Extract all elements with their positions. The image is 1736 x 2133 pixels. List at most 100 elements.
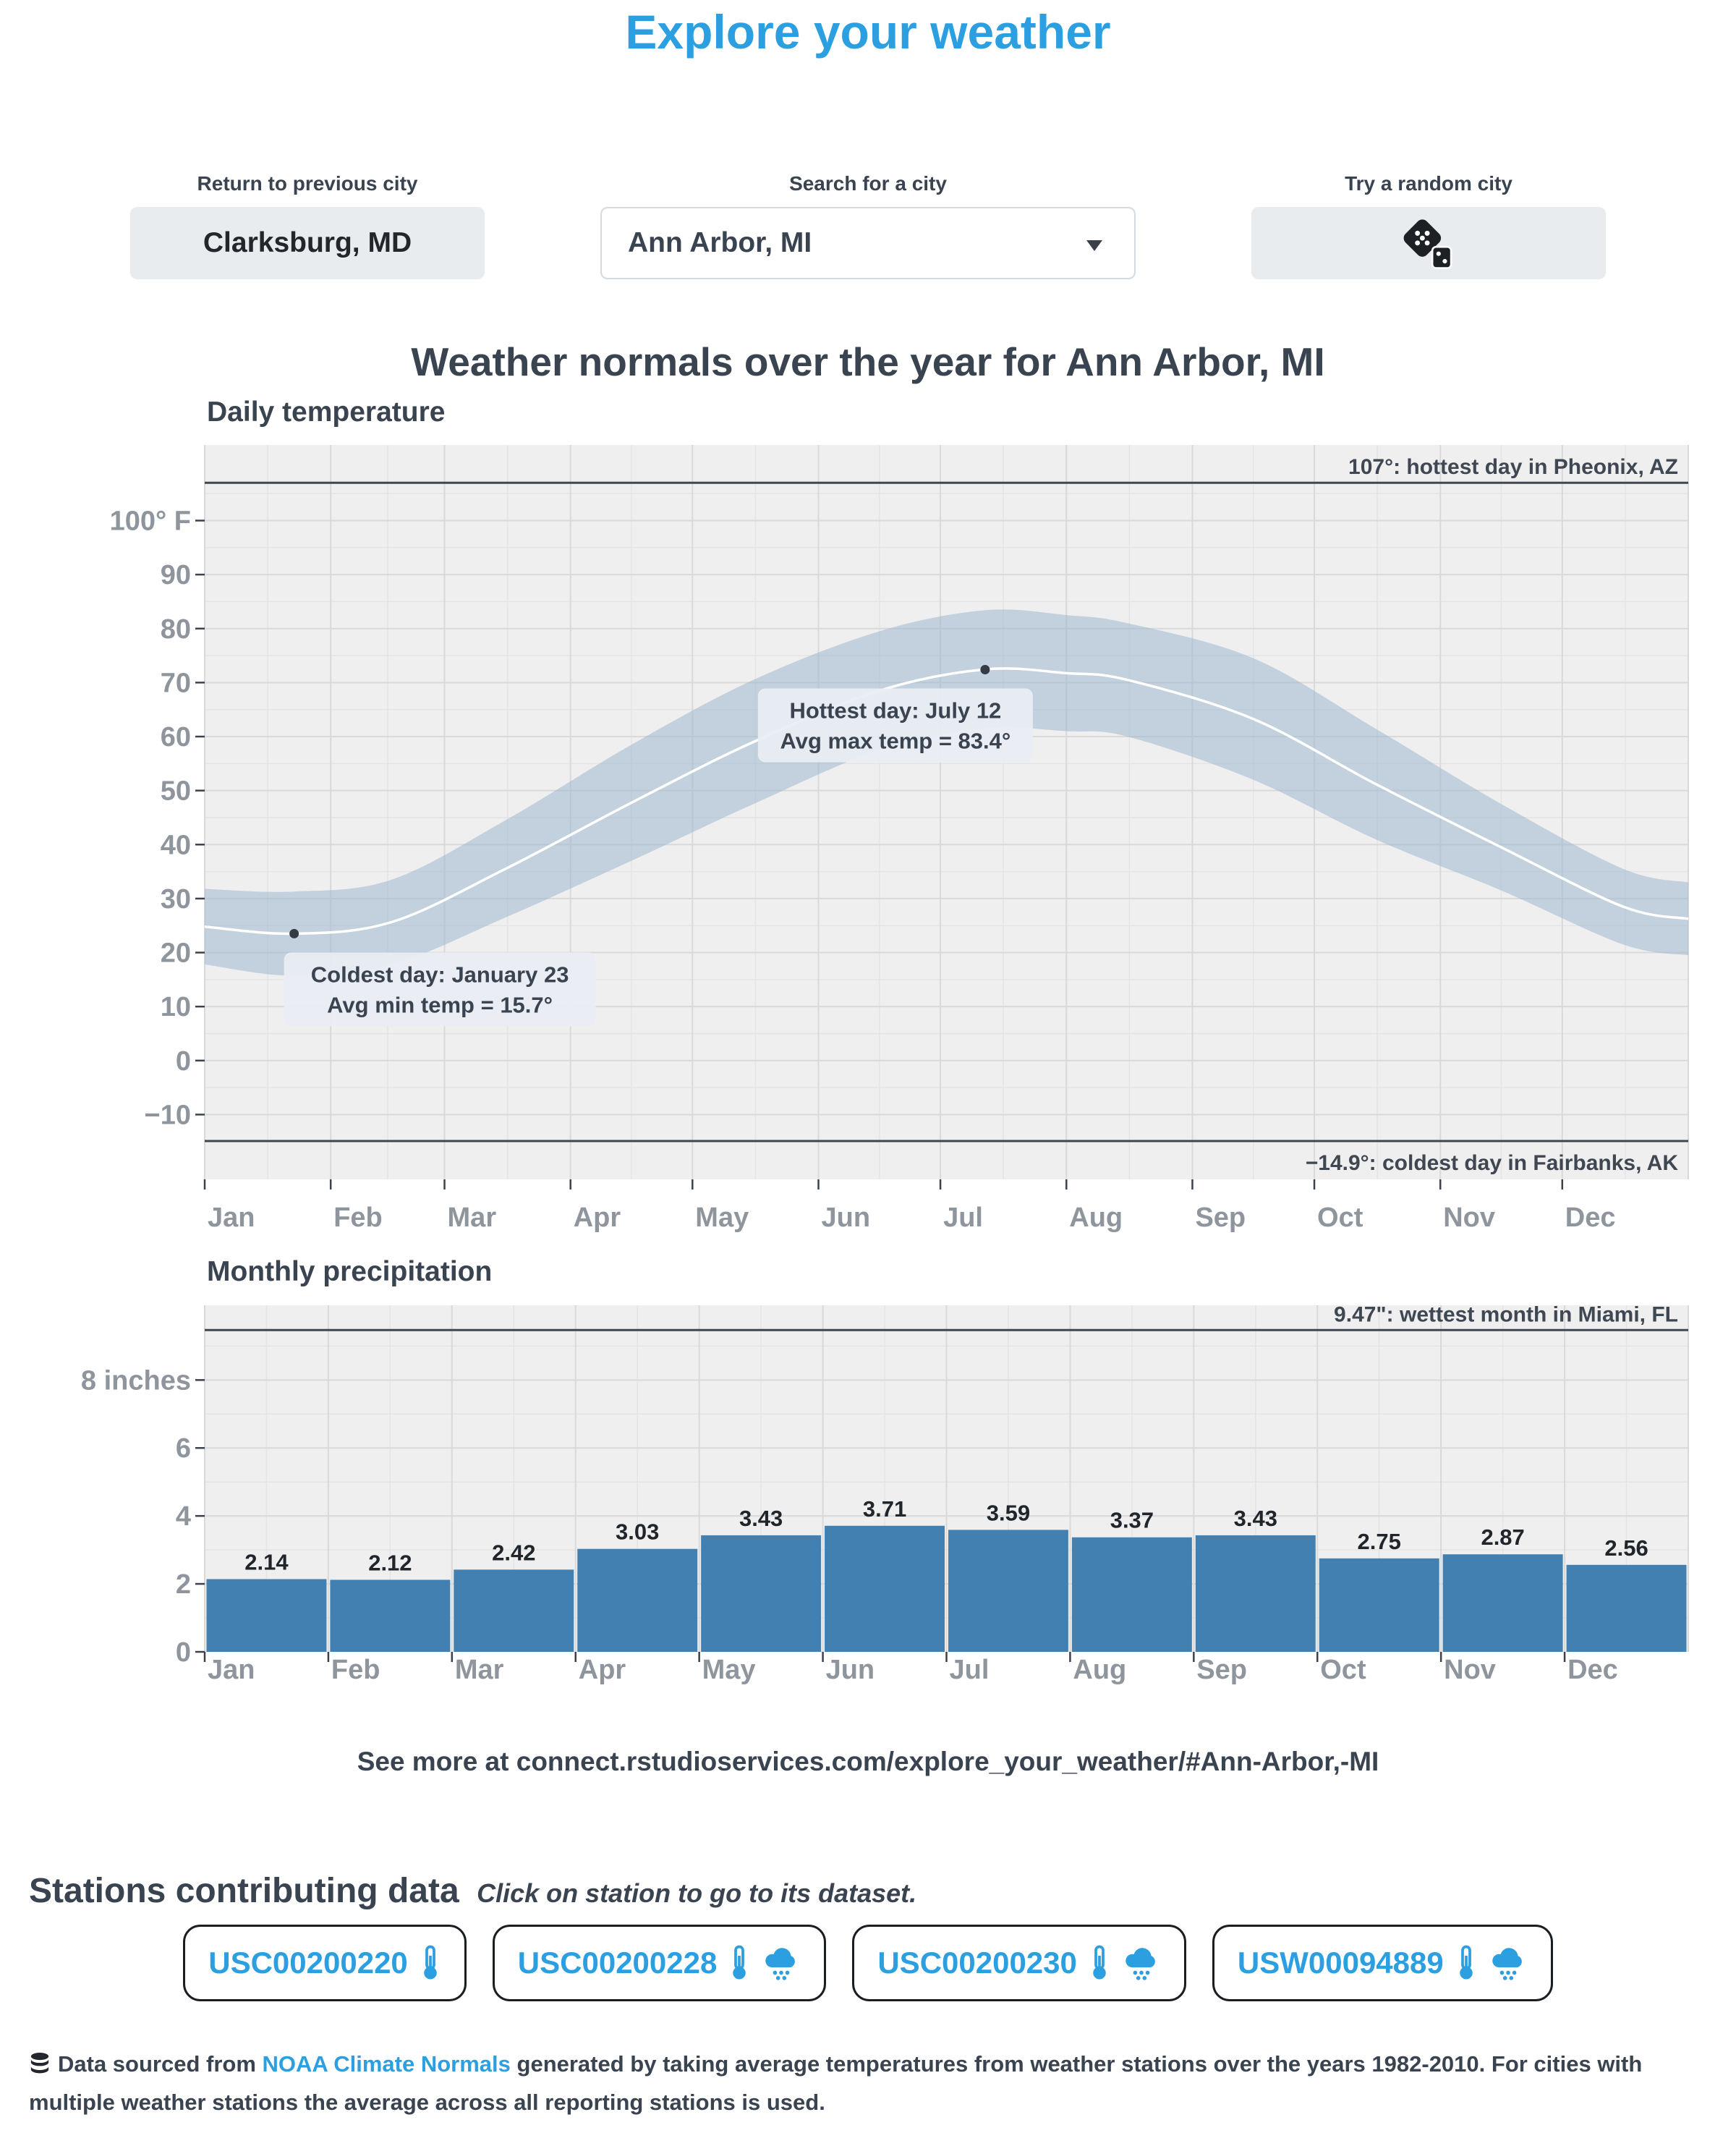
random-city-label: Try a random city bbox=[1345, 172, 1512, 195]
precipitation-chart: 9.47": wettest month in Miami, FL 2.14 2.1… bbox=[81, 1302, 1689, 1685]
annotation-label: Avg min temp = 15.7° bbox=[327, 992, 553, 1017]
y-axis-tick-label: 4 bbox=[176, 1501, 191, 1532]
x-axis-tick-label: Jan bbox=[208, 1203, 255, 1233]
see-more-text: See more at connect.rstudioservices.com/… bbox=[357, 1747, 1379, 1776]
previous-city-control: Return to previous city Clarksburg, MD bbox=[130, 172, 485, 279]
precipitation-bar bbox=[1071, 1537, 1192, 1652]
y-axis-tick-label: 20 bbox=[161, 938, 191, 969]
x-axis-tick-label: Aug bbox=[1073, 1655, 1126, 1685]
y-axis-tick-label: 50 bbox=[161, 776, 191, 807]
station-button-USW00094889[interactable]: USW00094889 bbox=[1212, 1925, 1553, 2001]
precipitation-bar bbox=[825, 1525, 945, 1652]
precipitation-bar bbox=[206, 1579, 327, 1652]
bar-value-label: 3.43 bbox=[739, 1506, 783, 1531]
x-axis-tick-label: Jul bbox=[950, 1655, 990, 1685]
reference-line-label: 9.47": wettest month in Miami, FL bbox=[1334, 1302, 1678, 1326]
thermometer-icon bbox=[1460, 1945, 1473, 1980]
bar-value-label: 2.14 bbox=[244, 1550, 289, 1575]
stations-heading-row: Stations contributing data Click on stat… bbox=[29, 1871, 916, 1911]
footer-text: Data sourced from NOAA Climate Normals g… bbox=[29, 2045, 1707, 2122]
y-axis-tick-label: 40 bbox=[161, 830, 191, 860]
stations-row: USC00200220 USC00200228 USC00200230 USW0… bbox=[0, 1925, 1736, 2001]
x-axis-tick-label: Nov bbox=[1444, 1655, 1496, 1685]
thermometer-icon bbox=[733, 1945, 746, 1980]
x-axis-tick-label: Nov bbox=[1443, 1203, 1495, 1233]
dice-icon bbox=[1403, 219, 1452, 269]
y-axis-tick-label: 60 bbox=[161, 722, 191, 752]
bar-value-label: 2.12 bbox=[368, 1550, 412, 1575]
y-axis-tick-label: 0 bbox=[176, 1046, 191, 1077]
random-city-button[interactable] bbox=[1251, 207, 1606, 279]
station-button-USC00200230[interactable]: USC00200230 bbox=[852, 1925, 1186, 2001]
x-axis-tick-label: Dec bbox=[1565, 1203, 1616, 1233]
previous-city-button[interactable]: Clarksburg, MD bbox=[130, 207, 485, 279]
bar-value-label: 3.71 bbox=[863, 1496, 906, 1522]
station-button-USC00200220[interactable]: USC00200220 bbox=[183, 1925, 467, 2001]
y-axis-tick-label: 80 bbox=[161, 614, 191, 645]
database-icon bbox=[30, 2052, 49, 2074]
noaa-link[interactable]: NOAA Climate Normals bbox=[262, 2051, 511, 2077]
marker-point bbox=[980, 664, 990, 674]
footer-prefix: Data sourced from bbox=[58, 2051, 263, 2077]
stations-subheading: Click on station to go to its dataset. bbox=[477, 1878, 917, 1908]
annotation-label: Coldest day: January 23 bbox=[311, 962, 569, 987]
previous-city-label: Return to previous city bbox=[197, 172, 418, 195]
station-button-USC00200228[interactable]: USC00200228 bbox=[492, 1925, 827, 2001]
temperature-band bbox=[205, 609, 1688, 976]
bar-value-label: 2.87 bbox=[1481, 1525, 1524, 1550]
station-id: USC00200230 bbox=[877, 1946, 1077, 1980]
rain-cloud-icon bbox=[1492, 1948, 1522, 1980]
precipitation-bar bbox=[1566, 1564, 1687, 1652]
footer-suffix: generated by taking average temperatures… bbox=[29, 2051, 1643, 2116]
precipitation-bar bbox=[1442, 1554, 1563, 1652]
city-select[interactable]: Ann Arbor, MI bbox=[600, 207, 1136, 279]
random-city-control: Try a random city bbox=[1251, 172, 1606, 279]
x-axis-tick-label: Oct bbox=[1320, 1655, 1366, 1685]
city-select-value: Ann Arbor, MI bbox=[628, 227, 812, 258]
bar-value-label: 2.42 bbox=[492, 1540, 535, 1565]
x-axis-tick-label: Aug bbox=[1069, 1203, 1123, 1233]
precipitation-bar bbox=[1195, 1535, 1316, 1652]
y-axis-tick-label: 10 bbox=[161, 992, 191, 1022]
y-axis-tick-label: 90 bbox=[161, 560, 191, 590]
x-axis-tick-label: Mar bbox=[455, 1655, 504, 1685]
bar-value-label: 3.59 bbox=[987, 1500, 1030, 1525]
bar-value-label: 3.43 bbox=[1234, 1506, 1277, 1531]
annotation-box bbox=[757, 688, 1033, 763]
annotation-box bbox=[284, 952, 596, 1027]
station-id: USC00200228 bbox=[517, 1946, 718, 1980]
precipitation-bar bbox=[1319, 1558, 1439, 1652]
x-axis-tick-label: Oct bbox=[1317, 1203, 1363, 1233]
bar-value-label: 2.56 bbox=[1604, 1535, 1648, 1561]
y-axis-tick-label: 100° F bbox=[110, 506, 191, 536]
rain-cloud-icon bbox=[765, 1948, 796, 1980]
bar-value-label: 3.03 bbox=[616, 1519, 659, 1545]
search-city-control: Search for a city Ann Arbor, MI bbox=[600, 172, 1136, 279]
chevron-down-icon bbox=[1086, 240, 1102, 251]
y-axis-tick-label: 70 bbox=[161, 668, 191, 698]
x-axis-tick-label: Apr bbox=[579, 1655, 626, 1685]
stations-heading: Stations contributing data bbox=[29, 1872, 459, 1910]
search-city-label: Search for a city bbox=[789, 172, 947, 195]
temp-chart-title: Daily temperature bbox=[207, 397, 446, 428]
precipitation-bar bbox=[577, 1548, 698, 1652]
marker-point bbox=[289, 928, 299, 938]
x-axis-tick-label: Feb bbox=[331, 1655, 380, 1685]
x-axis-tick-label: Jul bbox=[943, 1203, 983, 1233]
y-axis-tick-label: 2 bbox=[176, 1569, 191, 1600]
app-title: Explore your weather bbox=[625, 5, 1111, 59]
bar-value-label: 2.75 bbox=[1358, 1529, 1401, 1554]
thermometer-icon bbox=[1093, 1945, 1106, 1980]
annotation-label: Avg max temp = 83.4° bbox=[780, 728, 1010, 753]
x-axis-tick-label: Jun bbox=[821, 1203, 870, 1233]
x-axis-tick-label: May bbox=[695, 1203, 749, 1233]
main-title: Weather normals over the year for Ann Ar… bbox=[411, 339, 1325, 384]
x-axis-tick-label: Jun bbox=[826, 1655, 875, 1685]
x-axis-tick-label: May bbox=[702, 1655, 756, 1685]
y-axis-tick-label: 6 bbox=[176, 1433, 191, 1464]
y-axis-tick-label: 0 bbox=[176, 1637, 191, 1668]
precipitation-bar bbox=[454, 1569, 574, 1652]
thermometer-icon bbox=[424, 1945, 437, 1980]
mean-temperature-line bbox=[204, 667, 1689, 936]
